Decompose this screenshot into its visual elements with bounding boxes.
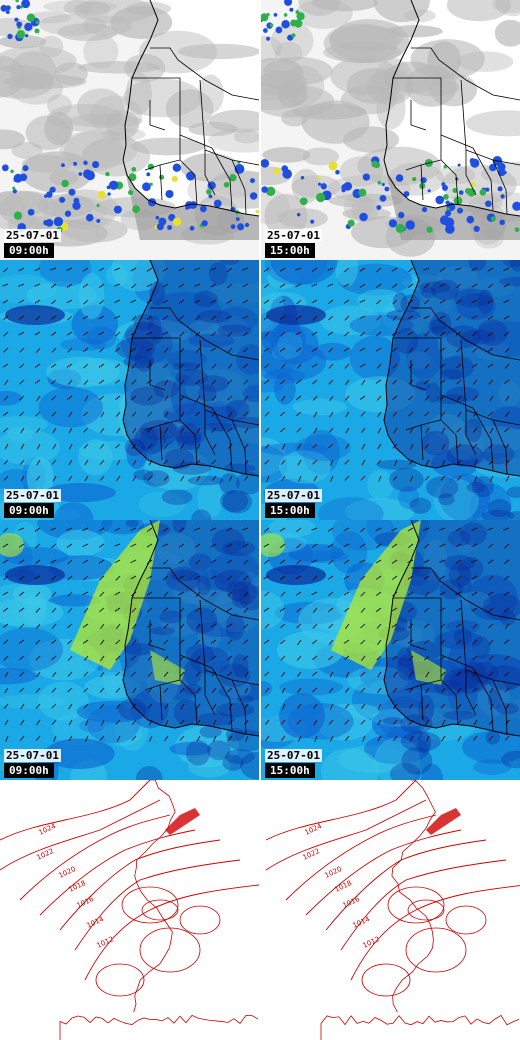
isobar-label: 1020 [323,865,343,880]
wind-low-map-0900 [0,260,259,520]
isobar-label: 1024 [303,822,323,837]
isobar-label: 1014 [85,915,105,930]
wind-high-map-1500 [261,520,520,780]
time-label: 15:00h [265,243,315,258]
isobar-panel-1500: 1024 1022 1020 1018 1016 1014 1012 [261,780,520,1040]
date-label: 25-07-01 [4,489,61,502]
wind-high-map-0900 [0,520,259,780]
satellite-panel-0900: 25-07-01 09:00h [0,0,259,260]
satellite-map-0900 [0,0,259,260]
isobar-label: 1022 [301,847,321,862]
time-label: 09:00h [4,763,54,778]
isobar-label: 1018 [67,879,87,894]
wind-low-map-1500 [261,260,520,520]
date-label: 25-07-01 [265,749,322,762]
isobar-label: 1024 [37,822,57,837]
satellite-panel-1500: 25-07-01 15:00h [261,0,520,260]
date-label: 25-07-01 [4,229,61,242]
time-label: 15:00h [265,763,315,778]
time-label: 09:00h [4,243,54,258]
isobar-label: 1018 [333,879,353,894]
wind-high-panel-1500: 25-07-01 15:00h [261,520,520,780]
date-label: 25-07-01 [4,749,61,762]
wind-low-panel-0900: 25-07-01 09:00h [0,260,259,520]
isobar-label: 1022 [35,847,55,862]
time-label: 15:00h [265,503,315,518]
isobar-panel-0900: 1024 1022 1020 1018 1016 1014 1012 [0,780,259,1040]
isobar-label: 1016 [75,895,95,910]
date-label: 25-07-01 [265,489,322,502]
date-label: 25-07-01 [265,229,322,242]
isobar-label: 1014 [351,915,371,930]
isobar-label: 1016 [341,895,361,910]
wind-low-panel-1500: 25-07-01 15:00h [261,260,520,520]
isobar-label: 1020 [57,865,77,880]
wind-high-panel-0900: 25-07-01 09:00h [0,520,259,780]
time-label: 09:00h [4,503,54,518]
satellite-map-1500 [261,0,520,260]
